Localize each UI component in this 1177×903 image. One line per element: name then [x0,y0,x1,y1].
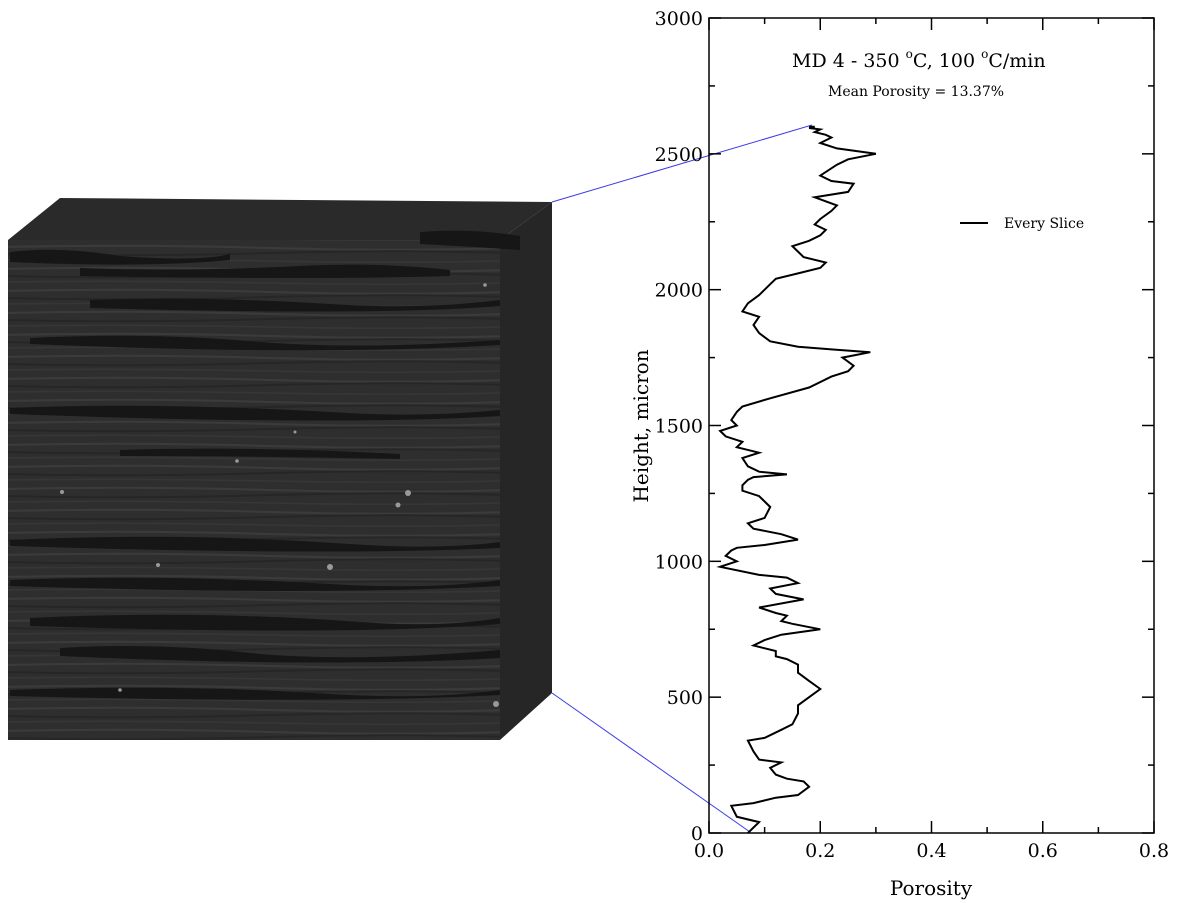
y-tick-label: 500 [667,687,703,709]
tomography-block [8,198,552,740]
axis-ticks [708,17,1155,834]
chart-title: MD 4 - 350 oC, 100 oC/min [792,47,1046,72]
axis-tick-labels: 0.0 0.2 0.4 0.6 0.8 0 500 1000 1500 2000 2500 3000 [655,8,1169,862]
legend: Every Slice [960,216,1084,232]
y-tick-label: 0 [691,823,703,845]
x-axis-label: Porosity [890,876,973,900]
block-top-face [8,198,552,240]
block-front-face [8,240,500,740]
series-line-every-slice [716,125,877,834]
connector-line-top [551,124,813,203]
y-axis-label: Height, micron [629,349,653,502]
dark-pore-bands [10,230,520,700]
y-tick-label: 3000 [655,8,703,30]
y-tick-label: 1000 [655,551,703,573]
connector-line-bottom [551,692,751,833]
y-tick-label: 2500 [655,144,703,166]
x-tick-label: 0.8 [1139,840,1169,862]
y-tick-label: 1500 [655,416,703,438]
x-tick-label: 0.2 [805,840,835,862]
y-tick-label: 2000 [655,280,703,302]
plot-area [708,17,1155,834]
x-tick-label: 0.0 [694,840,724,862]
chart-subtitle: Mean Porosity = 13.37% [828,84,1004,100]
legend-label: Every Slice [1004,216,1084,232]
bright-inclusions [60,283,499,707]
x-tick-label: 0.6 [1028,840,1058,862]
block-side-face [500,202,552,740]
x-tick-label: 0.4 [916,840,946,862]
